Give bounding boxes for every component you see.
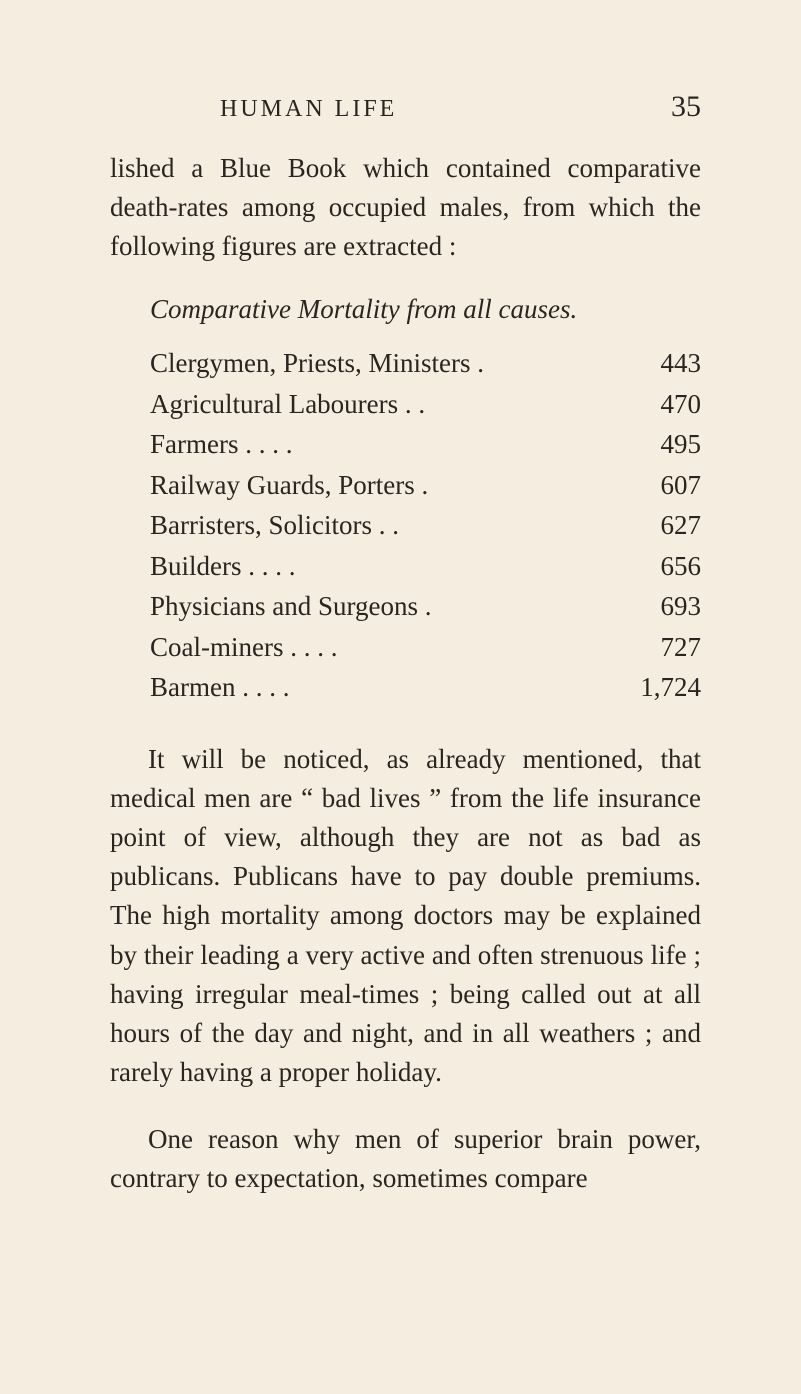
table-row: Barristers, Solicitors . . 627 [150,505,701,546]
page-header: HUMAN LIFE 35 [110,90,701,124]
page-number: 35 [671,90,701,124]
table-value: 443 [601,343,701,384]
table-row: Physicians and Surgeons . 693 [150,586,701,627]
header-title: HUMAN LIFE [220,96,397,123]
table-row: Railway Guards, Porters . 607 [150,465,701,506]
paragraph-3: One reason why men of superior brain pow… [110,1120,701,1198]
table-row: Clergymen, Priests, Ministers . 443 [150,343,701,384]
table-label: Railway Guards, Porters . [150,465,601,506]
table-label: Barmen . . . . [150,667,601,708]
table-row: Builders . . . . 656 [150,546,701,587]
table-label: Builders . . . . [150,546,601,587]
table-value: 1,724 [601,667,701,708]
table-value: 656 [601,546,701,587]
table-label: Barristers, Solicitors . . [150,505,601,546]
table-label: Physicians and Surgeons . [150,586,601,627]
table-value: 727 [601,627,701,668]
paragraph-2: It will be noticed, as already mentioned… [110,740,701,1092]
table-row: Farmers . . . . 495 [150,424,701,465]
table-row: Agricultural Labourers . . 470 [150,384,701,425]
table-value: 495 [601,424,701,465]
table-label: Agricultural Labourers . . [150,384,601,425]
mortality-table: Clergymen, Priests, Ministers . 443 Agri… [150,343,701,708]
table-row: Barmen . . . . 1,724 [150,667,701,708]
table-row: Coal-miners . . . . 727 [150,627,701,668]
table-value: 470 [601,384,701,425]
table-value: 607 [601,465,701,506]
table-heading: Comparative Mortality from all causes. [150,294,701,325]
table-label: Farmers . . . . [150,424,601,465]
table-label: Coal-miners . . . . [150,627,601,668]
paragraph-1: lished a Blue Book which contained com­p… [110,149,701,266]
table-label: Clergymen, Priests, Ministers . [150,343,601,384]
table-value: 627 [601,505,701,546]
table-value: 693 [601,586,701,627]
